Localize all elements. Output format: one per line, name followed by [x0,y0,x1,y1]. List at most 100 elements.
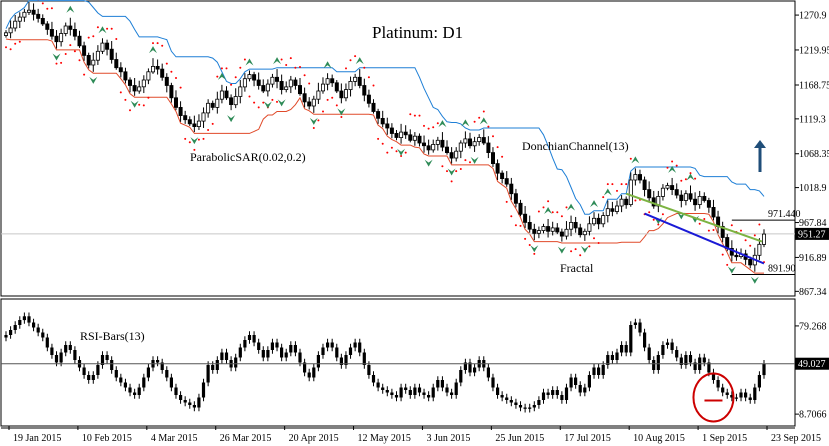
rsi-bar [688,355,693,363]
candle-body [486,142,491,154]
rsi-bar [339,357,343,365]
fractal-down-marker [397,148,406,156]
sar-dot [464,159,467,162]
rsi-bar [578,385,582,393]
sar-dot [312,127,315,129]
current-price-tag-label: 951.27 [798,229,826,240]
candle-body [118,67,123,73]
rsi-bar [528,407,532,409]
sar-dot [60,61,63,64]
rsi-bar [316,355,320,368]
rsi-bar [110,360,114,370]
sar-dot [533,252,536,255]
sar-dot [684,178,687,181]
rsi-bar [335,347,339,358]
rsi-bar [454,382,458,395]
rsi-panel [1,312,795,423]
candle-body [68,25,73,30]
sar-dot [138,103,141,106]
sar-dot [14,42,17,45]
rsi-bar [298,352,302,363]
sar-dot [648,211,651,214]
fractal-up-marker [603,188,612,196]
rsi-bar [569,377,573,388]
candle-body [757,243,762,256]
candle-body [619,198,624,207]
candle-body [513,193,518,204]
sar-dot [597,242,600,244]
rsi-bar [753,387,757,400]
rsi-bar [238,347,242,358]
candle-body [178,107,183,117]
fractal-up-marker [631,156,640,164]
rsi-bar [252,335,256,343]
rsi-bar [36,327,40,333]
sar-dot [9,48,12,51]
candle-body [187,119,192,125]
sar-dot [193,148,196,151]
rsi-bar [362,352,366,365]
sar-dot [230,83,233,86]
sar-dot [441,165,444,168]
rsi-bar [739,392,743,398]
candle-body [550,227,555,232]
candle-body [371,102,376,112]
candle-body [559,231,564,237]
candle-body [293,79,298,86]
candle-body [564,228,569,237]
candle-body [628,179,633,206]
sar-dot [289,57,292,60]
sar-dot [616,189,618,192]
fractal-down-marker [557,246,566,254]
fractal-up-marker [323,61,332,69]
rsi-bar [422,392,426,395]
sar-dot [372,84,375,87]
candle-body [307,101,312,107]
fractal-down-marker [89,76,98,84]
candle-body [679,194,684,202]
sar-dot [689,172,692,175]
sar-dot [239,66,242,69]
rsi-bar [201,382,206,398]
rsi-bar [629,325,633,353]
sar-dot [211,122,214,125]
rsi-bar [114,370,118,378]
rsi-bar [197,397,201,408]
trendline-lower [644,212,765,265]
sar-dot [271,98,274,101]
rsi-bar [491,377,495,388]
candle-body [417,135,422,144]
sar-dot [620,183,623,186]
rsi-bar [537,400,541,405]
candle-body [100,42,105,52]
sar-dot [707,229,710,232]
price-tick-label: 1018.9 [799,183,827,194]
candle-body [320,83,325,92]
time-tick-label: 10 Aug 2015 [633,433,685,444]
rsi-bar [381,387,385,390]
candle-body [114,59,119,69]
rsi-bar [744,392,748,398]
candle-body [582,230,587,236]
candle-body [615,205,620,212]
rsi-bar [133,392,137,395]
rsi-bar [431,387,435,398]
fractal-down-marker [227,115,236,123]
candle-body [683,193,688,201]
candle-body [224,90,229,99]
rsi-bar [734,397,738,399]
candle-body [265,83,270,92]
rsi-bar [156,360,160,363]
rsi-current-tag-label: 49.027 [798,359,826,370]
sar-dot [147,96,150,99]
rsi-bar [280,347,284,358]
sar-dot [680,179,683,182]
sar-dot [482,110,485,113]
candle-body [665,185,670,189]
rsi-bar [215,360,219,370]
sar-dot [519,224,522,227]
sar-dot [593,237,595,240]
sar-dot [423,124,425,127]
